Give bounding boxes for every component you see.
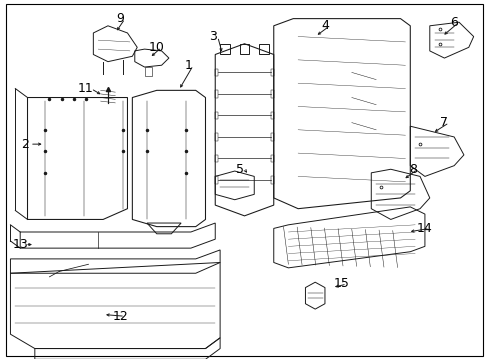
- Text: 9: 9: [116, 12, 124, 25]
- Text: 11: 11: [78, 82, 94, 95]
- Text: 7: 7: [440, 116, 447, 129]
- Text: 6: 6: [449, 16, 457, 29]
- Text: 3: 3: [208, 30, 216, 43]
- Text: 14: 14: [416, 222, 432, 235]
- Text: 15: 15: [333, 278, 349, 291]
- Text: 13: 13: [12, 238, 28, 251]
- Text: 5: 5: [235, 163, 243, 176]
- Text: 10: 10: [148, 41, 164, 54]
- Text: 1: 1: [184, 59, 192, 72]
- Text: 12: 12: [112, 310, 128, 323]
- Text: 2: 2: [21, 138, 29, 150]
- Text: 8: 8: [408, 163, 416, 176]
- Text: 4: 4: [320, 19, 328, 32]
